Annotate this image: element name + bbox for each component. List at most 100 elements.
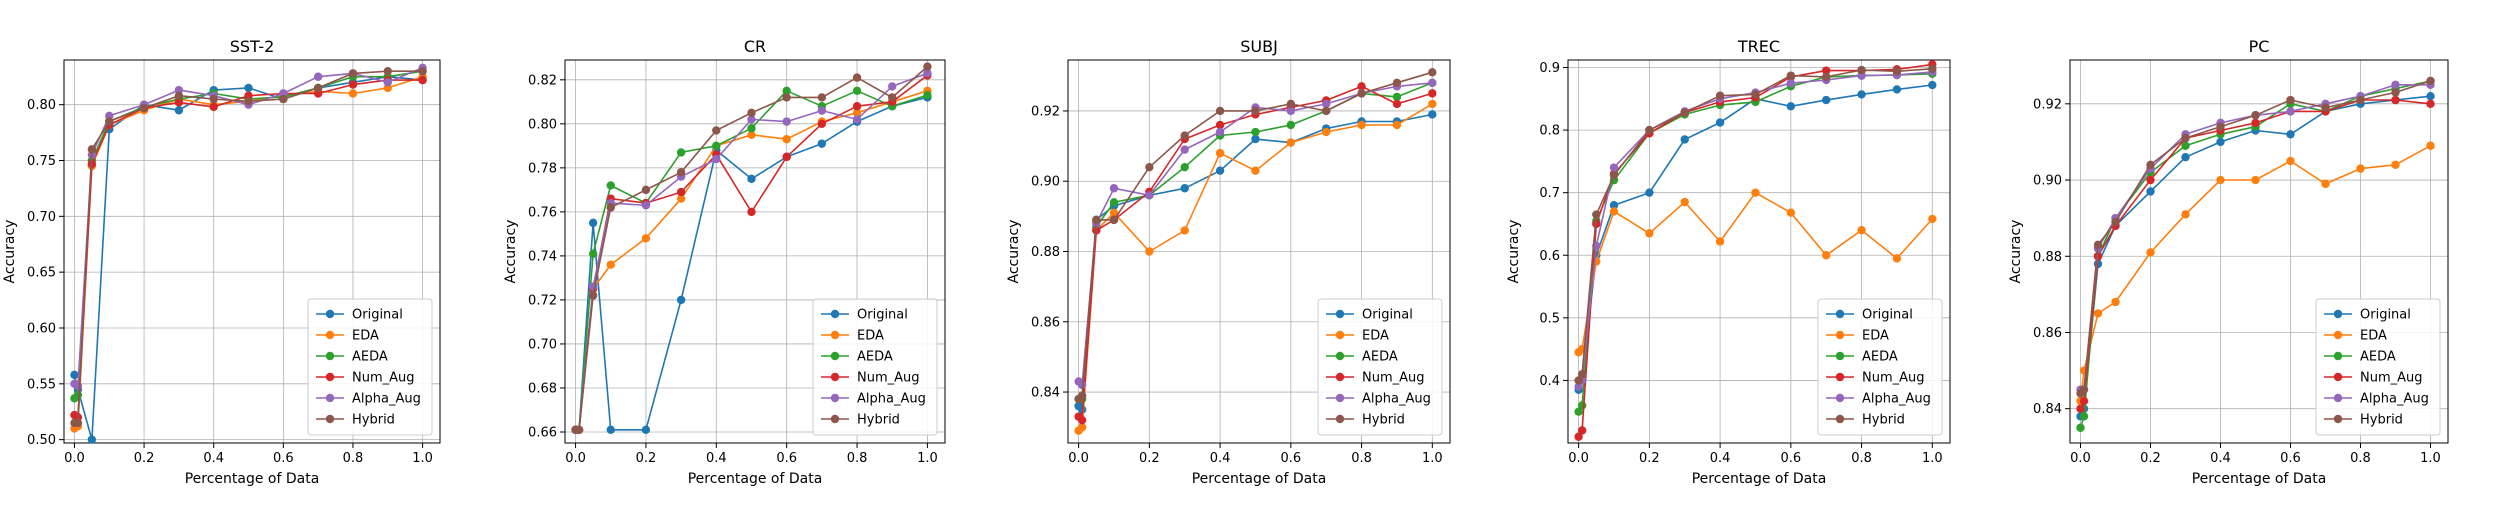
data-point <box>1574 382 1583 391</box>
x-axis-label: Percentage of Data <box>1692 471 1827 487</box>
data-point <box>2079 412 2089 421</box>
data-point <box>1680 108 1689 117</box>
x-tick-label: 0.0 <box>1568 451 1589 466</box>
data-point <box>1577 426 1587 435</box>
chart-title: TREC <box>1737 37 1780 56</box>
data-point <box>923 69 932 78</box>
data-point <box>2251 175 2260 185</box>
data-point <box>1751 188 1760 197</box>
data-point <box>1822 251 1831 260</box>
y-tick-label: 0.92 <box>2033 97 2062 112</box>
legend-label: Hybrid <box>1362 413 1405 428</box>
data-point <box>782 135 791 144</box>
legend-label: Hybrid <box>1862 413 1905 428</box>
data-point <box>852 73 862 82</box>
legend-label: EDA <box>1362 329 1389 344</box>
data-point <box>2111 297 2120 307</box>
legend: Original EDA AEDA Num_Aug Alpha_Aug Hybrid <box>307 298 433 436</box>
data-point <box>2426 92 2435 101</box>
legend-swatch-marker <box>1835 351 1845 361</box>
chart-panel: 0.0 0.2 0.4 0.6 0.8 1.0 0.84 0.86 0.88 0.90 0.92 SU… <box>1006 37 1451 487</box>
y-tick-label: 0.55 <box>27 377 56 392</box>
data-point <box>747 174 756 184</box>
data-point <box>1574 407 1583 416</box>
data-point <box>105 117 114 126</box>
y-axis-label: Accuracy <box>503 220 519 284</box>
data-point <box>313 72 323 81</box>
series-hybrid <box>571 62 932 434</box>
data-point <box>1715 237 1725 246</box>
data-point <box>1286 106 1296 116</box>
y-tick-label: 0.88 <box>2033 250 2062 265</box>
data-point <box>2391 88 2400 97</box>
data-point <box>1357 89 1366 98</box>
data-point <box>383 78 392 87</box>
y-tick-label: 0.86 <box>1031 315 1060 330</box>
y-axis-label: Accuracy <box>2008 220 2024 284</box>
data-point <box>1609 163 1619 172</box>
data-point <box>747 124 756 133</box>
data-point <box>1322 99 1331 109</box>
y-tick-label: 0.80 <box>528 117 557 132</box>
data-point <box>1857 90 1866 99</box>
legend-box <box>2315 298 2441 436</box>
series-hybrid <box>1074 68 1437 404</box>
axes-frame <box>63 59 441 444</box>
data-point <box>2216 137 2225 147</box>
legend-swatch-marker <box>2333 414 2343 424</box>
x-tick-label: 0.8 <box>2350 451 2371 466</box>
y-tick-label: 0.92 <box>1031 104 1060 119</box>
legend-label: EDA <box>857 329 884 344</box>
x-tick-label: 0.6 <box>1280 451 1301 466</box>
x-tick-label: 0.8 <box>847 451 868 466</box>
data-point <box>676 194 686 203</box>
data-point <box>641 234 651 243</box>
data-point <box>1786 71 1796 80</box>
data-point <box>588 249 598 258</box>
data-point <box>73 418 83 428</box>
legend-label: Hybrid <box>352 413 395 428</box>
data-point <box>1392 92 1402 102</box>
x-axis-label: Percentage of Data <box>2192 471 2327 487</box>
data-point <box>1357 120 1366 130</box>
data-point <box>817 106 827 115</box>
y-tick-label: 0.68 <box>528 381 557 396</box>
data-point <box>1109 184 1119 193</box>
legend-swatch-marker <box>1335 351 1345 361</box>
data-point <box>1428 99 1437 109</box>
data-point <box>2181 210 2190 219</box>
y-tick-label: 0.8 <box>1539 124 1560 139</box>
chart-panel: 0.0 0.2 0.4 0.6 0.8 1.0 0.50 0.55 0.60 0.65 0.70 0.… <box>2 37 441 487</box>
legend-swatch-marker <box>2333 393 2343 403</box>
data-point <box>2093 240 2103 250</box>
y-tick-label: 0.84 <box>1031 386 1060 401</box>
data-point <box>1180 162 1189 172</box>
x-tick-label: 0.6 <box>1780 451 1801 466</box>
data-point <box>1715 91 1725 100</box>
data-point <box>641 201 651 210</box>
data-point <box>1286 120 1296 130</box>
data-point <box>2181 152 2190 162</box>
x-tick-label: 0.0 <box>64 451 85 466</box>
legend-box <box>1817 298 1943 436</box>
data-point <box>1428 89 1437 98</box>
legend-swatch-marker <box>325 414 335 424</box>
y-tick-label: 0.4 <box>1539 374 1560 389</box>
data-point <box>2076 404 2085 413</box>
x-tick-label: 1.0 <box>2420 451 2441 466</box>
data-point <box>1822 72 1831 82</box>
legend-swatch-marker <box>325 309 335 319</box>
legend-swatch-marker <box>830 351 840 361</box>
data-point <box>2391 160 2400 170</box>
data-point <box>1609 207 1619 216</box>
data-point <box>712 141 721 151</box>
x-tick-label: 0.0 <box>2070 451 2091 466</box>
data-point <box>1286 138 1296 147</box>
legend-label: EDA <box>352 329 379 344</box>
data-point <box>2146 187 2155 196</box>
legend: Original EDA AEDA Num_Aug Alpha_Aug Hybrid <box>1817 298 1943 436</box>
legend-label: AEDA <box>857 350 893 365</box>
data-point <box>1645 125 1654 135</box>
data-point <box>2146 160 2155 170</box>
data-point <box>2286 107 2295 116</box>
